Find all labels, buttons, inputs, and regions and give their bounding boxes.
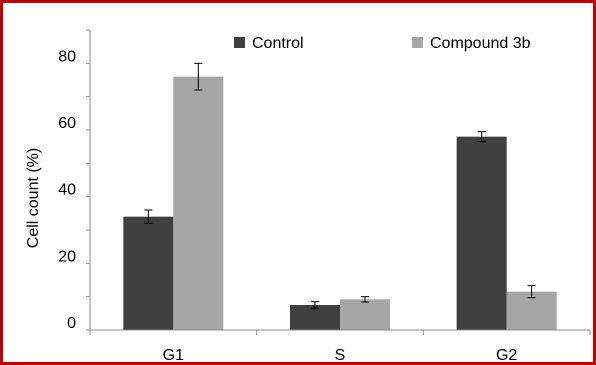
legend: Control Compound 3b	[234, 35, 531, 52]
y-tick-label: 20	[58, 248, 76, 265]
y-axis: 0 20 40 60 80	[58, 29, 91, 332]
bar-g1-compound-3b	[173, 76, 224, 331]
x-tick-label: S	[335, 347, 346, 364]
y-axis-title: Cell count (%)	[25, 148, 42, 248]
x-tick-label: G2	[496, 347, 517, 364]
y-tick-label: 80	[58, 48, 76, 65]
y-tick-label: 40	[58, 182, 76, 199]
bar-s-compound-3b	[340, 299, 390, 330]
y-tick-label: 0	[67, 315, 76, 332]
bar-s-control	[290, 305, 340, 330]
legend-swatch	[412, 37, 423, 48]
legend-swatch	[234, 37, 245, 48]
legend-label: Control	[252, 35, 304, 52]
bar-g2-control	[456, 136, 507, 330]
legend-label: Compound 3b	[430, 35, 531, 52]
plot-area	[123, 62, 557, 331]
x-axis: G1 S G2	[89, 329, 591, 364]
x-tick-label: G1	[163, 347, 184, 364]
bar-g1-control	[123, 216, 174, 330]
y-tick-label: 60	[58, 115, 76, 132]
